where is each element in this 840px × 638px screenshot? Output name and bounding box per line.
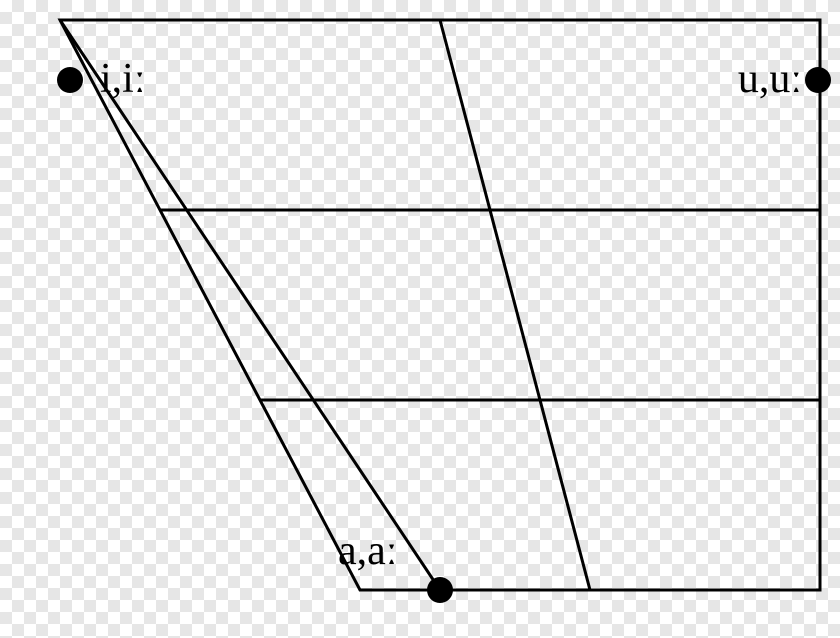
vowel-markers (57, 67, 831, 603)
vowel-marker-open-central (427, 577, 453, 603)
vowel-label-close-front: i,iː (100, 58, 146, 100)
vowel-label-close-back: u,uː (738, 58, 802, 100)
outer-trapezoid (60, 20, 820, 590)
vowel-marker-close-back (805, 67, 831, 93)
trapezoid-frame (60, 20, 820, 590)
vowel-label-open-central: a,aː (338, 530, 397, 572)
front-diagonal (60, 20, 440, 590)
vowel-marker-close-front (57, 67, 83, 93)
central-divider (440, 20, 590, 590)
